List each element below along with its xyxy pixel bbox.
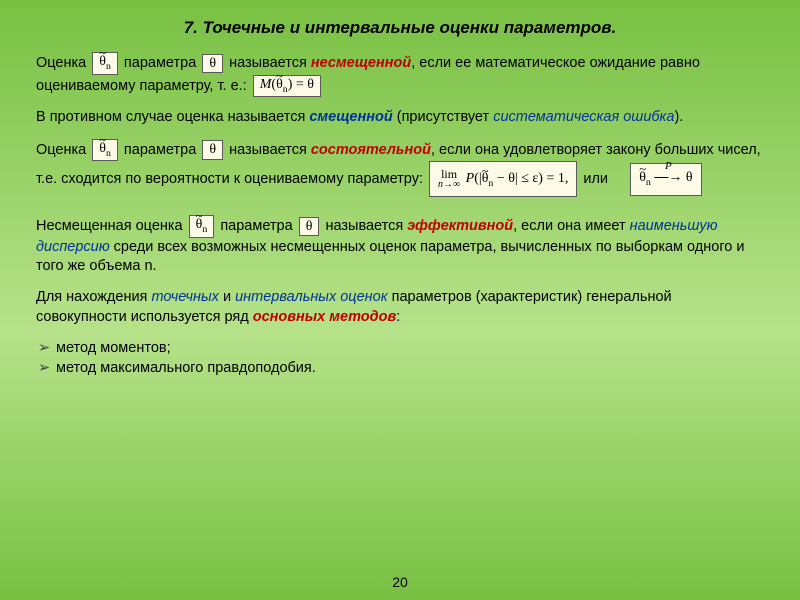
methods-list: метод моментов; метод максимального прав… — [36, 338, 764, 379]
text: называется — [229, 55, 311, 71]
formula-theta-n-2: θn — [92, 139, 118, 162]
text: ). — [674, 109, 683, 125]
kw-efficient: эффективной — [407, 218, 513, 234]
kw-biased: смещенной — [309, 109, 392, 125]
para-biased: В противном случае оценка называется сме… — [36, 108, 764, 128]
kw-consistent: состоятельной — [311, 142, 431, 158]
text: Несмещенная оценка — [36, 218, 187, 234]
formula-theta-n-1: θn — [92, 52, 118, 75]
text: Для нахождения — [36, 289, 151, 305]
text: среди всех возможных несмещенных оценок … — [36, 239, 745, 275]
formula-theta-3: θ — [299, 217, 320, 236]
formula-expectation: M(θn) = θ — [253, 75, 321, 98]
list-item: метод максимального правдоподобия. — [58, 358, 764, 378]
slide: 7. Точечные и интервальные оценки параме… — [0, 0, 800, 600]
para-unbiased: Оценка θn параметра θ называется несмеще… — [36, 52, 764, 97]
slide-title: 7. Точечные и интервальные оценки параме… — [36, 18, 764, 38]
text: параметра — [220, 218, 296, 234]
formula-theta-2: θ — [202, 140, 223, 159]
formula-theta-1: θ — [202, 54, 223, 73]
para-methods-intro: Для нахождения точечных и интервальных о… — [36, 288, 764, 327]
text: , если она имеет — [513, 218, 630, 234]
kw-interval: интервальных оценок — [235, 289, 387, 305]
formula-limit: limn→∞ P(|θn − θ| ≤ ε) = 1, — [429, 161, 577, 197]
kw-unbiased: несмещенной — [311, 55, 411, 71]
text: : — [396, 309, 400, 325]
kw-point: точечных — [151, 289, 219, 305]
list-item: метод моментов; — [58, 338, 764, 358]
para-efficient: Несмещенная оценка θn параметра θ называ… — [36, 215, 764, 277]
para-consistent: Оценка θn параметра θ называется состоят… — [36, 139, 764, 198]
text: Оценка — [36, 55, 90, 71]
text: называется — [229, 142, 311, 158]
text: Оценка — [36, 142, 90, 158]
kw-main-methods: основных методов — [253, 309, 396, 325]
text: параметра — [124, 55, 200, 71]
formula-convergence: θn P⎯⎯→ θ — [630, 163, 701, 196]
text: и — [219, 289, 235, 305]
page-number: 20 — [0, 574, 800, 590]
text: или — [583, 171, 608, 187]
text: В противном случае оценка называется — [36, 109, 309, 125]
text: (присутствует — [393, 109, 493, 125]
formula-theta-n-3: θn — [189, 215, 215, 238]
text: называется — [325, 218, 407, 234]
kw-systematic-error: систематическая ошибка — [493, 109, 674, 125]
text: параметра — [124, 142, 200, 158]
